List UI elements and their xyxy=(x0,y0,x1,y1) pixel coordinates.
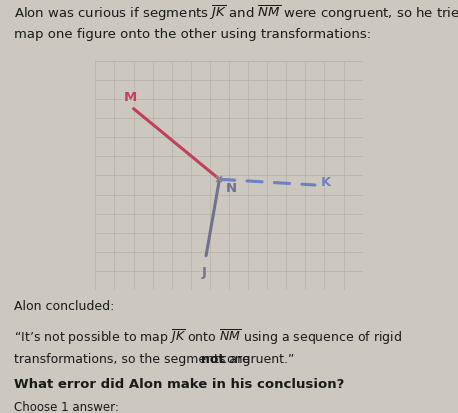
Text: Alon was curious if segments $\overline{JK}$ and $\overline{NM}$ were congruent,: Alon was curious if segments $\overline{… xyxy=(14,4,458,41)
Text: congruent.”: congruent.” xyxy=(216,352,294,365)
Text: J: J xyxy=(202,266,207,278)
Text: N: N xyxy=(226,182,237,195)
Text: K: K xyxy=(321,175,331,188)
Text: Choose 1 answer:: Choose 1 answer: xyxy=(14,400,119,413)
Text: M: M xyxy=(124,91,137,104)
Text: transformations, so the segments are: transformations, so the segments are xyxy=(14,352,253,365)
Text: “It’s not possible to map $\overline{JK}$ onto $\overline{NM}$ using a sequence : “It’s not possible to map $\overline{JK}… xyxy=(14,327,402,347)
Text: Alon concluded:: Alon concluded: xyxy=(14,299,114,312)
Text: What error did Alon make in his conclusion?: What error did Alon make in his conclusi… xyxy=(14,377,344,390)
Text: not: not xyxy=(201,352,224,365)
